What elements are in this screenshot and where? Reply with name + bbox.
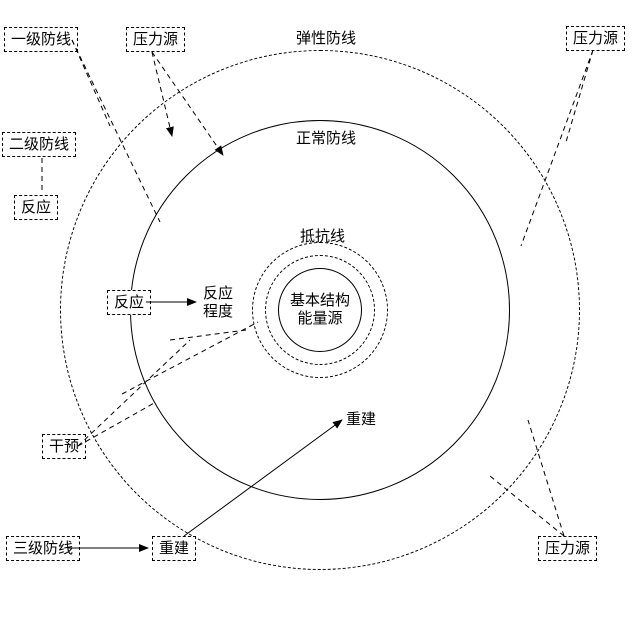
box-intervene: 干预 [42, 434, 86, 459]
core-label-line1: 基本结构 [290, 292, 350, 310]
core-label: 基本结构能量源 [290, 292, 350, 328]
box-rebuild_box: 重建 [152, 536, 196, 561]
box-reaction_box: 反应 [14, 195, 58, 220]
box-stressor_tr: 压力源 [566, 26, 625, 51]
circle-label-resist_outer: 抵抗线 [300, 228, 345, 246]
box-level2: 二级防线 [2, 132, 76, 157]
diagram-stage: 弹性防线正常防线抵抗线基本结构能量源反应 程度重建一级防线压力源压力源二级防线反… [0, 0, 641, 626]
box-stressor_br: 压力源 [538, 536, 597, 561]
circle-label-normal_line: 正常防线 [296, 130, 356, 148]
box-reaction_left: 反应 [107, 290, 151, 315]
box-level1: 一级防线 [4, 27, 78, 52]
circle-label-flexible_line: 弹性防线 [296, 30, 356, 48]
inner-label-reaction_degree: 反应 程度 [203, 285, 233, 321]
connector-4 [566, 50, 593, 142]
inner-label-rebuild_inner: 重建 [346, 411, 376, 429]
core-label-line2: 能量源 [290, 310, 350, 328]
box-level3: 三级防线 [6, 536, 80, 561]
box-stressor_top: 压力源 [126, 27, 185, 52]
connector-0 [72, 40, 110, 126]
